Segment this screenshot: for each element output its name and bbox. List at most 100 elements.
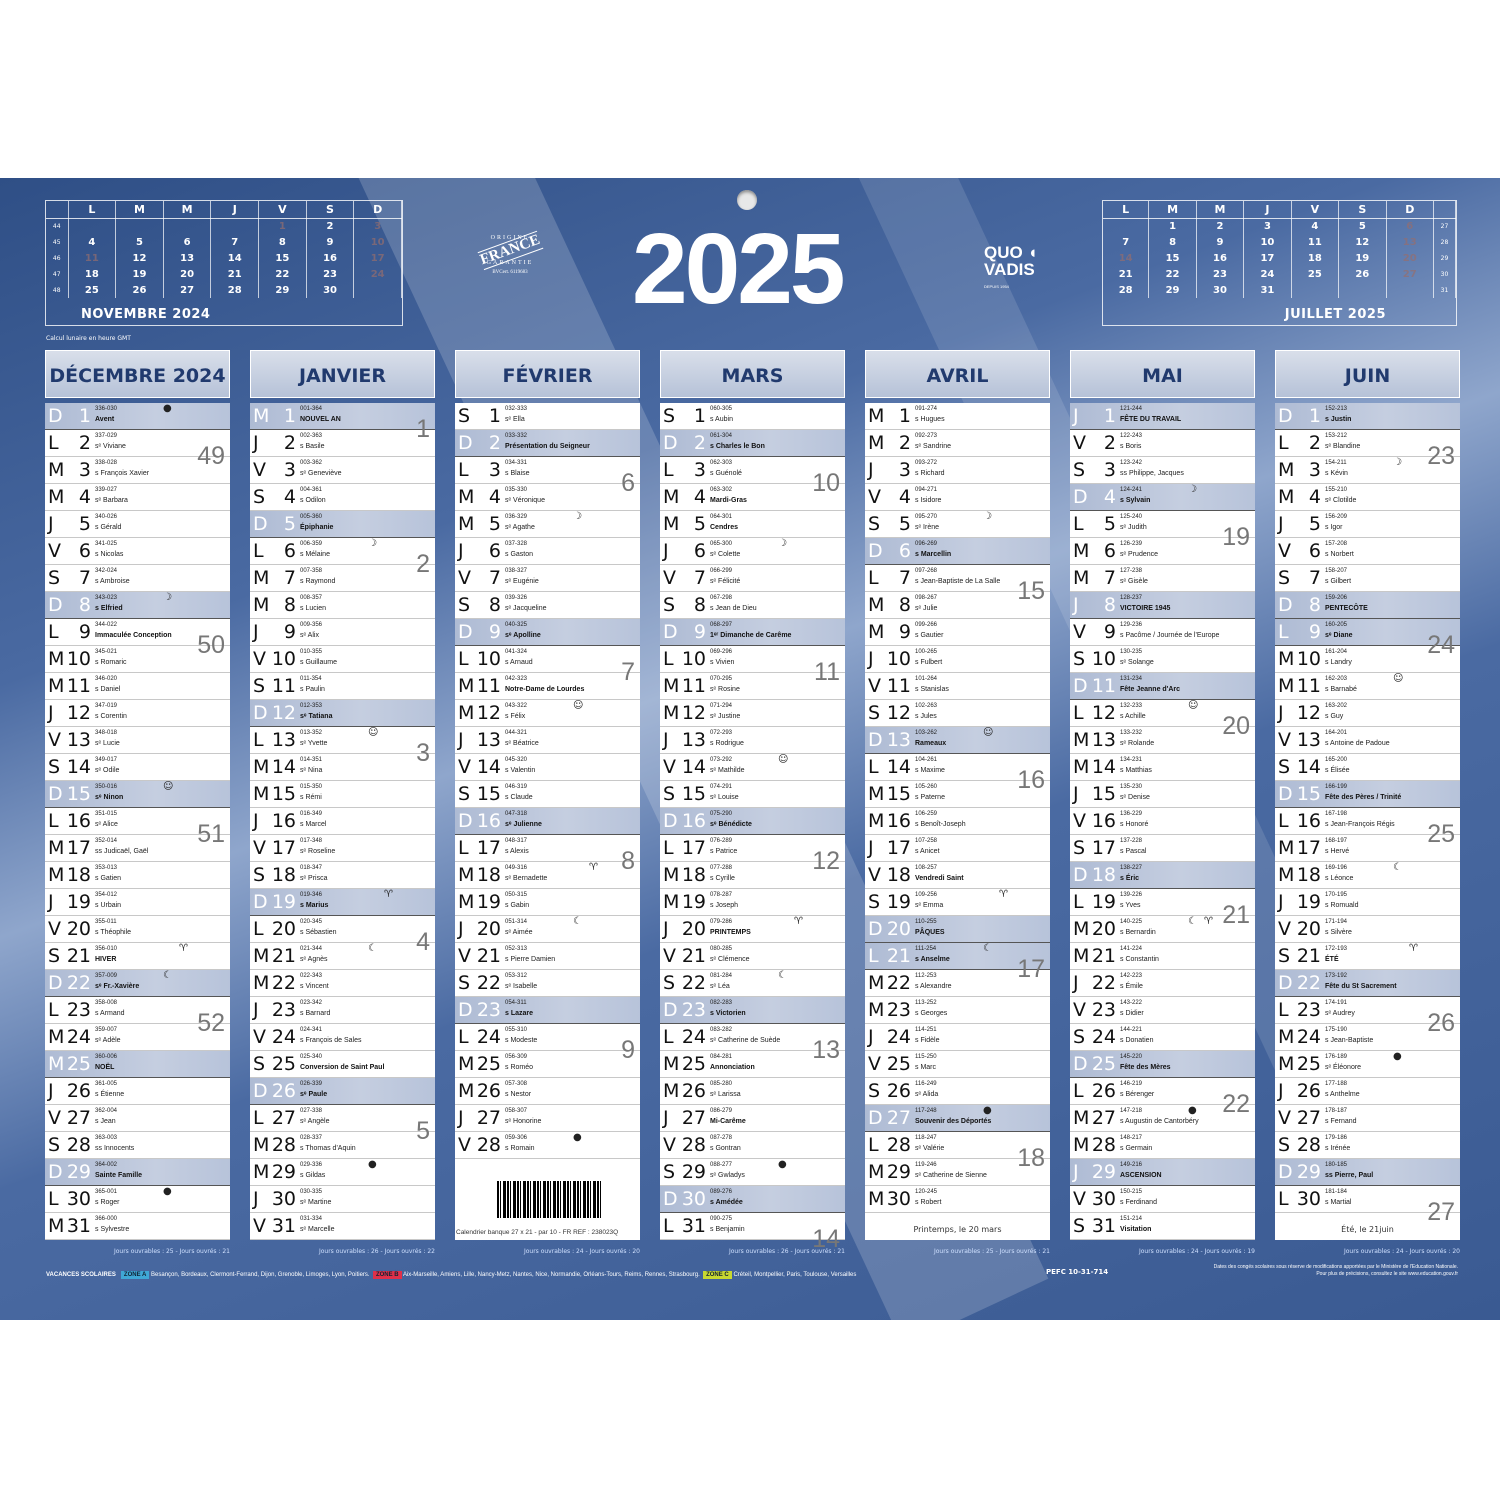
weekday-letter: M — [868, 810, 885, 832]
mini-day — [1103, 218, 1150, 234]
day-of-year: 093-272 — [915, 460, 938, 466]
weekday-letter: S — [458, 783, 471, 805]
day-number: 12 — [681, 702, 706, 724]
saint-name: sᵉ Tatiana — [300, 713, 333, 720]
mini-calendar-grid: L M M J V S D 44 1 2 3 45 4 5 6 7 8 9 10 46 11 12 13 14 15 16 17 47… — [46, 201, 402, 298]
saint-name: sᵉ Colette — [710, 551, 741, 558]
saint-name: s Fidèle — [915, 1037, 940, 1044]
weekday-letter: J — [663, 918, 669, 940]
logo-since: DEPUIS 1954 — [984, 284, 1009, 289]
day-of-year: 363-003 — [95, 1135, 118, 1141]
day-number: 22 — [886, 972, 911, 994]
day-row: D 13 103-262 Rameaux ☺ — [865, 727, 1050, 754]
day-of-year: 032-333 — [505, 406, 528, 412]
day-of-year: 126-239 — [1120, 541, 1143, 547]
day-of-year: 359-007 — [95, 1027, 118, 1033]
weekday-letter: L — [48, 621, 59, 643]
saint-name: Fête Jeanne d'Arc — [1120, 686, 1181, 693]
day-number: 26 — [886, 1080, 911, 1102]
saint-name: s Isidore — [915, 497, 942, 504]
weekday-letter: V — [253, 1215, 266, 1237]
mini-calendar-july-2025: L M M J V S D 1 2 3 4 5 6 27 7 8 9 10 11 12 13 28 14 15 16 17 18 19… — [1102, 200, 1457, 326]
day-number: 10 — [681, 648, 706, 670]
weekday-letter: S — [48, 1134, 61, 1156]
weekday-header: S — [1338, 201, 1387, 219]
day-of-year: 159-206 — [1325, 595, 1348, 601]
day-number: 17 — [476, 837, 501, 859]
day-number: 9 — [283, 621, 296, 643]
day-number: 16 — [1296, 810, 1321, 832]
saint-name: sᵉ Lucie — [95, 740, 120, 747]
day-of-year: 127-238 — [1120, 568, 1143, 574]
saint-name: s Augustin de Cantorbéry — [1120, 1118, 1199, 1125]
saint-name: sᵉ Judith — [1120, 524, 1147, 531]
last-moon-icon: ☾ — [1188, 916, 1197, 927]
month-column: MARS S 1 060-305 s Aubin D 2 061-304 s Charles l… — [660, 350, 845, 1255]
zone-a-badge: ZONE A — [120, 1271, 150, 1279]
day-row: M 8 008-357 s Lucien — [250, 592, 435, 619]
mini-day — [115, 218, 164, 234]
day-number: 14 — [886, 756, 911, 778]
mini-day: 5 — [115, 234, 164, 250]
saint-name: sᵉ Ninon — [95, 794, 124, 801]
weekday-letter: S — [1073, 459, 1086, 481]
day-number: 4 — [78, 486, 91, 508]
day-of-year: 123-242 — [1120, 460, 1143, 466]
mini-day: 9 — [306, 234, 355, 250]
day-number: 30 — [681, 1188, 706, 1210]
working-days-footer: Jours ouvrables : 25 - Jours ouvrés : 21 — [113, 1248, 230, 1255]
weekday-letter: J — [868, 1026, 874, 1048]
day-number: 27 — [681, 1107, 706, 1129]
day-row: M 5 064-301 Cendres — [660, 511, 845, 538]
weekday-header: M — [163, 201, 212, 219]
day-row: J 1 121-244 FÊTE DU TRAVAIL — [1070, 403, 1255, 430]
day-of-year: 023-342 — [300, 1000, 323, 1006]
day-of-year: 076-289 — [710, 838, 733, 844]
day-row: V 23 143-222 s Didier — [1070, 997, 1255, 1024]
mini-day: 30 — [1196, 282, 1245, 298]
saint-name: s Lucien — [300, 605, 327, 612]
day-number: 1 — [898, 405, 911, 427]
saint-name: s Martial — [1325, 1199, 1352, 1206]
mini-day: 22 — [258, 266, 307, 282]
weekday-letter: L — [1073, 513, 1084, 535]
first-moon-icon: ☽ — [573, 511, 582, 522]
month-days: S 1 060-305 s Aubin D 2 061-304 s Charles le Bo… — [660, 403, 845, 1253]
weekday-letter: J — [1278, 702, 1284, 724]
day-number: 3 — [1308, 459, 1321, 481]
weekday-letter: D — [48, 783, 63, 805]
day-number: 29 — [1296, 1161, 1321, 1183]
saint-name: 1ᵉʳ Dimanche de Carême — [710, 632, 792, 639]
zodiac-icon: ♈ — [1409, 943, 1418, 954]
day-row: S 8 067-298 s Jean de Dieu — [660, 592, 845, 619]
zodiac-icon: ♈ — [794, 916, 803, 927]
saint-name: s Éric — [1120, 875, 1140, 882]
mini-day: 16 — [306, 250, 355, 266]
day-row: V 7 038-327 sᵉ Eugénie — [455, 565, 640, 592]
day-of-year: 015-350 — [300, 784, 323, 790]
saint-name: s Romaric — [95, 659, 127, 666]
day-number: 26 — [681, 1080, 706, 1102]
day-number: 31 — [1091, 1215, 1116, 1237]
day-of-year: 020-345 — [300, 919, 323, 925]
day-number: 4 — [693, 486, 706, 508]
day-number: 15 — [1296, 783, 1321, 805]
weekday-letter: D — [1073, 1053, 1088, 1075]
disclaimer-line: Dates des congés scolaires sous réserve … — [1213, 1264, 1458, 1270]
season-note: Été, le 21juin — [1341, 1225, 1394, 1234]
weekday-letter: L — [1278, 621, 1289, 643]
day-of-year: 024-341 — [300, 1027, 323, 1033]
day-row: D 9 040-325 sᵉ Apolline — [455, 619, 640, 646]
saint-name: sᵉ Fr.-Xavière — [95, 983, 140, 990]
week-number: 9 — [621, 1036, 635, 1064]
day-number: 21 — [886, 945, 911, 967]
mini-day: 11 — [1291, 234, 1340, 250]
weekday-letter: M — [1073, 540, 1090, 562]
weekday-letter: V — [1278, 729, 1291, 751]
saint-name: Sainte Famille — [95, 1172, 143, 1179]
weekday-letter: M — [663, 486, 680, 508]
weekday-letter: M — [663, 1053, 680, 1075]
saint-name: sᵉ Emma — [915, 902, 944, 909]
saint-name: s Achille — [1120, 713, 1146, 720]
day-row: S 5 095-270 sᵉ Irène ☽ — [865, 511, 1050, 538]
